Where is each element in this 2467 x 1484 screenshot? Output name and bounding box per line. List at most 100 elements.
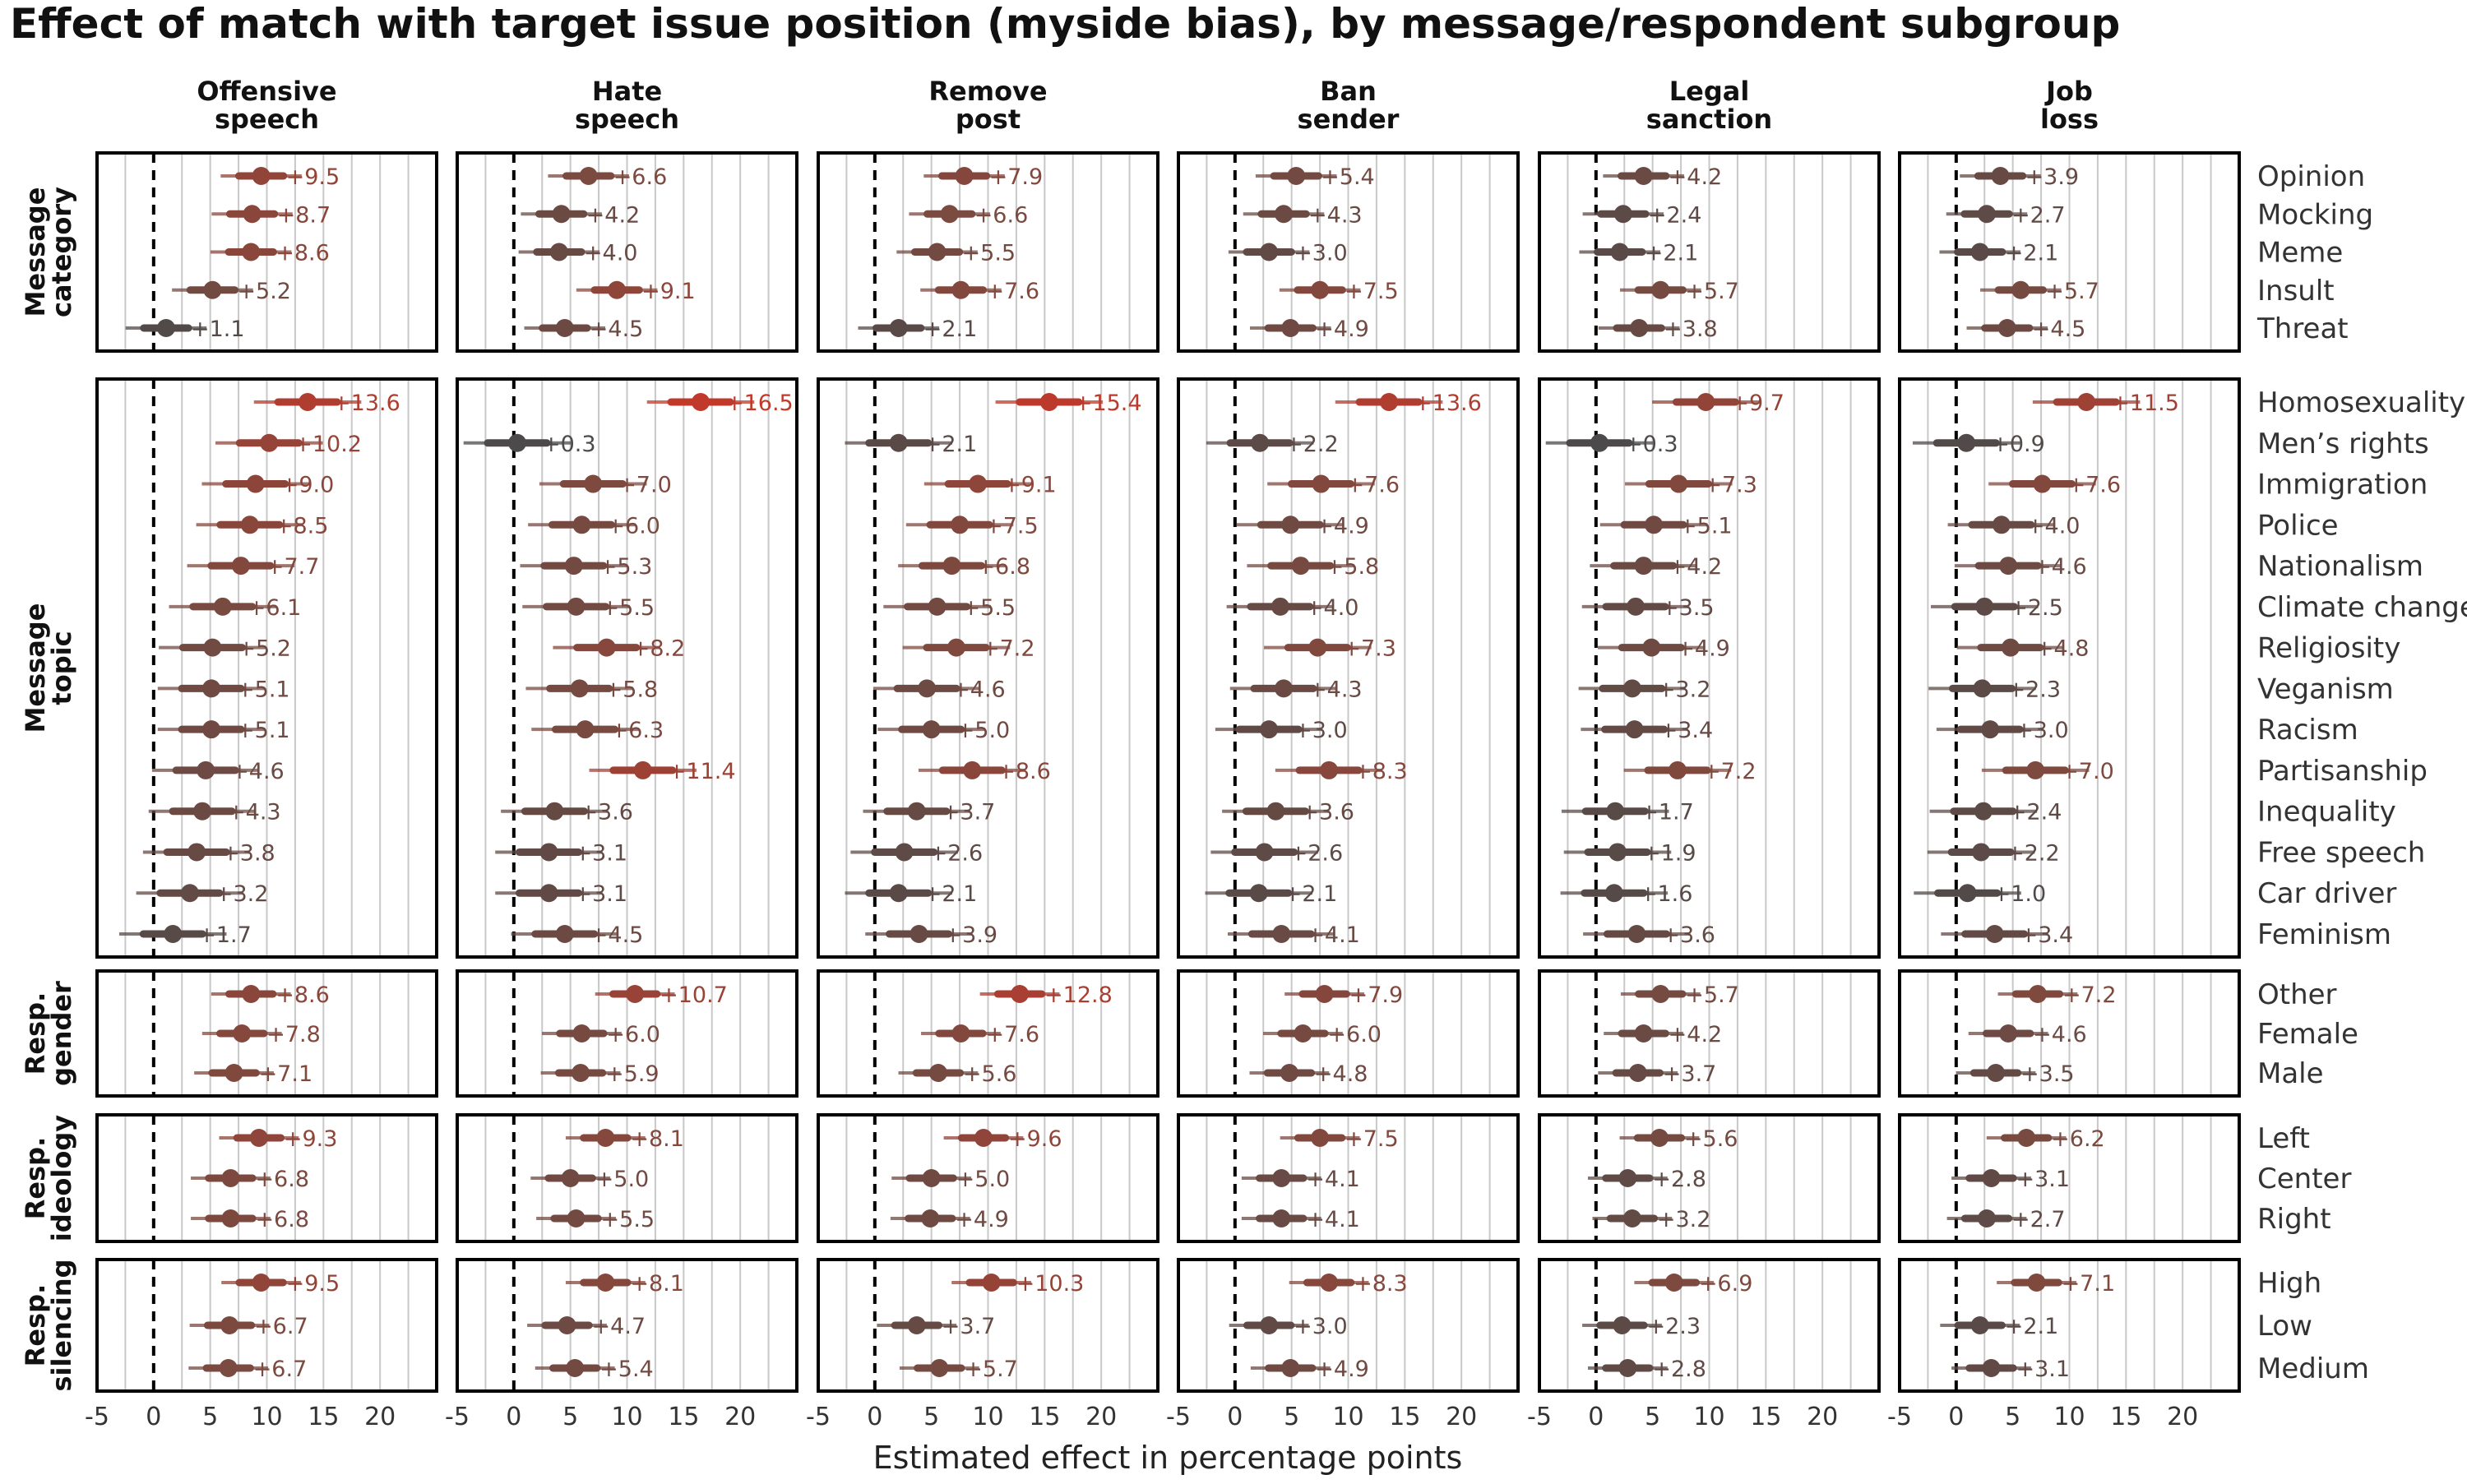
estimate-label: +9.1	[641, 279, 696, 304]
estimate-point	[566, 1359, 585, 1377]
row-label: Racism	[2257, 714, 2358, 747]
estimate-label: +2.7	[2011, 202, 2066, 228]
estimate-label: +7.5	[1345, 1126, 1399, 1152]
x-tick-label: 20	[724, 1403, 756, 1431]
x-tick-label: 10	[611, 1403, 642, 1431]
estimate-point	[202, 679, 221, 698]
estimate-point	[576, 720, 595, 739]
panel-hate: +10.7+6.0 +5.9	[456, 969, 798, 1098]
x-tick-label: 15	[308, 1403, 339, 1431]
estimate-label: +4.6	[2033, 1022, 2087, 1047]
estimate-point	[1982, 1359, 2001, 1377]
estimate-point	[1251, 433, 1270, 452]
panel-frame	[817, 151, 1159, 353]
estimate-point	[213, 597, 232, 616]
estimate-label: +7.9	[1349, 982, 1404, 1008]
estimate-point	[691, 393, 710, 411]
estimate-point	[1651, 985, 1670, 1003]
estimate-point	[164, 925, 183, 943]
estimate-label: +0.9	[1991, 432, 2045, 457]
estimate-label: +6.0	[606, 1022, 660, 1047]
estimate-label: +8.3	[1354, 759, 1408, 784]
estimate-point	[889, 884, 908, 903]
estimate-label: +3.5	[1660, 595, 1715, 621]
estimate-point	[1249, 884, 1268, 903]
estimate-label: +2.1	[2005, 241, 2059, 266]
estimate-point	[1260, 1316, 1279, 1334]
row-label: Meme	[2257, 237, 2343, 270]
estimate-point	[1590, 433, 1608, 452]
panel-job: +7.2 +4.6 +3.5	[1898, 969, 2241, 1098]
estimate-label: +4.2	[1669, 1022, 1723, 1047]
estimate-point	[942, 557, 961, 576]
estimate-point	[1272, 1169, 1291, 1187]
panel-offensive: +13.6 +10.2 +9.0 +8.5 +7.7 +6.1 +5.2 +5.1 +5.1 +4…	[95, 377, 438, 959]
panel-frame	[817, 377, 1159, 959]
estimate-label: +5.0	[595, 1167, 650, 1192]
estimate-label: +5.5	[601, 1207, 655, 1232]
estimate-label: +2.2	[1284, 432, 1339, 457]
estimate-label: +4.9	[1315, 1357, 1369, 1382]
x-tick-label: 0	[1948, 1403, 1964, 1431]
estimate-label: +7.2	[1702, 759, 1757, 784]
x-tick-label: 5	[202, 1403, 218, 1431]
estimate-label: +2.2	[2006, 840, 2060, 866]
estimate-label: +2.6	[1289, 840, 1344, 866]
x-tick-label: 20	[1085, 1403, 1117, 1431]
estimate-label: +9.7	[1730, 391, 1784, 416]
estimate-label: +16.5	[725, 391, 794, 416]
estimate-label: +3.0	[1294, 718, 1348, 743]
row-group-title: Resp.ideology	[20, 1115, 77, 1241]
estimate-label: +4.0	[1305, 595, 1359, 621]
estimate-label: +4.1	[1306, 1207, 1360, 1232]
estimate-label: +4.0	[2026, 513, 2081, 539]
estimate-point	[156, 319, 175, 337]
estimate-label: +7.5	[1345, 279, 1399, 304]
estimate-point	[507, 433, 526, 452]
estimate-point	[1668, 760, 1687, 779]
estimate-point	[1308, 638, 1327, 657]
panel-remove: +7.9 +6.6 +5.5 +7.6 +2.1	[817, 151, 1159, 353]
panel-frame	[817, 969, 1159, 1098]
panel-legal: +9.7 +0.3 +7.3 +5.1 +4.2 +3.5 +4.9 +3.2 +3.4 +7.2…	[1538, 377, 1881, 959]
panel-frame	[456, 969, 798, 1098]
estimate-label: +7.3	[1703, 473, 1757, 498]
estimate-point	[1651, 280, 1670, 299]
column-title-ban: Ban	[1320, 76, 1377, 107]
estimate-point	[203, 638, 222, 657]
estimate-point	[982, 1274, 1001, 1292]
estimate-point	[951, 280, 970, 299]
estimate-label: +3.1	[2016, 1357, 2071, 1382]
row-group-title-line: Message	[20, 187, 51, 317]
panel-frame	[1177, 969, 1520, 1098]
estimate-point	[928, 1064, 947, 1082]
estimate-label: +4.2	[1669, 554, 1723, 580]
estimate-label: +7.6	[1345, 473, 1400, 498]
estimate-label: +5.7	[964, 1357, 1018, 1382]
estimate-label: +6.0	[606, 513, 660, 539]
estimate-label: +3.1	[574, 840, 628, 866]
estimate-point	[570, 679, 589, 698]
estimate-label: +3.9	[944, 922, 998, 948]
estimate-label: +8.6	[275, 241, 330, 266]
estimate-point	[1975, 597, 1994, 616]
estimate-label: +7.8	[266, 1022, 321, 1047]
row-label: Men’s rights	[2257, 428, 2429, 460]
estimate-label: +10.3	[1016, 1271, 1085, 1297]
row-group-title: Messagetopic	[20, 603, 77, 733]
x-tick-label: 5	[1284, 1403, 1299, 1431]
panel-frame	[1538, 151, 1881, 353]
estimate-point	[1380, 393, 1399, 411]
estimate-point	[1311, 280, 1330, 299]
row-label: Homosexuality	[2257, 386, 2465, 419]
panel-job: +6.2 +3.1 +2.7	[1898, 1113, 2241, 1243]
estimate-label: +4.8	[2035, 636, 2090, 662]
estimate-point	[1622, 1209, 1641, 1227]
estimate-point	[193, 802, 212, 821]
row-label: Mocking	[2257, 198, 2373, 231]
estimate-label: +8.6	[275, 982, 330, 1008]
estimate-label: +6.2	[2051, 1126, 2105, 1152]
row-group-title-line: Resp.	[20, 1137, 51, 1219]
estimate-point	[1608, 843, 1627, 862]
column-title-offensive: Offensive	[197, 76, 336, 107]
